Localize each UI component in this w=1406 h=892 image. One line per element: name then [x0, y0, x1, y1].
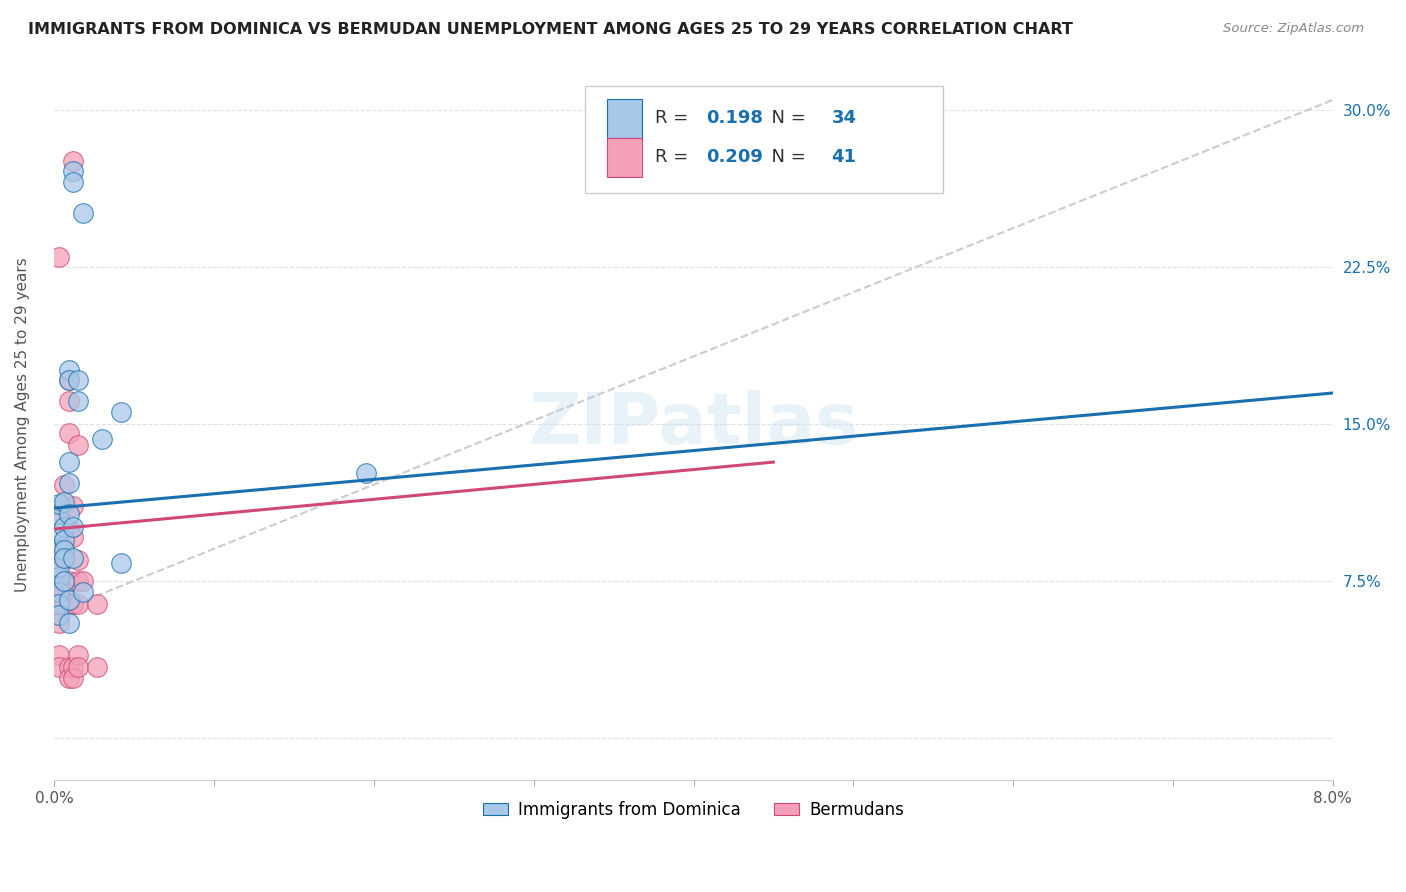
Y-axis label: Unemployment Among Ages 25 to 29 years: Unemployment Among Ages 25 to 29 years	[15, 257, 30, 591]
Point	[52, 541, 75, 555]
Point	[62, 598, 84, 612]
Point	[48, 553, 70, 567]
Point	[52, 495, 75, 509]
Point	[62, 531, 84, 545]
Point	[48, 598, 70, 612]
Point	[48, 250, 70, 264]
Point	[52, 598, 75, 612]
Point	[58, 476, 80, 491]
Point	[62, 164, 84, 178]
Point	[67, 660, 90, 674]
Text: ZIPatlas: ZIPatlas	[529, 390, 859, 458]
Point	[48, 616, 70, 631]
Point	[58, 363, 80, 377]
Text: 34: 34	[831, 110, 856, 128]
Point	[58, 660, 80, 674]
Point	[62, 660, 84, 674]
Point	[52, 533, 75, 547]
Point	[48, 559, 70, 574]
Point	[48, 511, 70, 525]
Point	[58, 508, 80, 522]
Point	[67, 394, 90, 409]
Point	[48, 648, 70, 662]
Point	[67, 648, 90, 662]
Text: IMMIGRANTS FROM DOMINICA VS BERMUDAN UNEMPLOYMENT AMONG AGES 25 TO 29 YEARS CORR: IMMIGRANTS FROM DOMINICA VS BERMUDAN UNE…	[28, 22, 1073, 37]
Point	[48, 526, 70, 541]
Point	[67, 374, 90, 388]
FancyBboxPatch shape	[585, 87, 943, 193]
Point	[110, 556, 132, 570]
Point	[52, 478, 75, 492]
Point	[58, 598, 80, 612]
Text: R =: R =	[655, 110, 695, 128]
Point	[72, 574, 94, 589]
Text: 41: 41	[831, 148, 856, 167]
Point	[91, 432, 114, 446]
Point	[62, 175, 84, 189]
Point	[62, 499, 84, 513]
Point	[52, 543, 75, 558]
Point	[52, 551, 75, 566]
Text: N =: N =	[761, 110, 811, 128]
Point	[48, 587, 70, 601]
Point	[52, 553, 75, 567]
Point	[58, 593, 80, 607]
Point	[354, 466, 377, 480]
Text: R =: R =	[655, 148, 695, 167]
Point	[62, 551, 84, 566]
Point	[52, 585, 75, 599]
Point	[67, 438, 90, 452]
Point	[48, 543, 70, 558]
Text: N =: N =	[761, 148, 811, 167]
Point	[52, 574, 75, 589]
Point	[48, 497, 70, 511]
Point	[48, 660, 70, 674]
Point	[72, 585, 94, 599]
Point	[67, 598, 90, 612]
Point	[58, 425, 80, 440]
Point	[52, 499, 75, 513]
Bar	[606, 138, 643, 178]
Point	[58, 455, 80, 469]
Point	[48, 541, 70, 555]
Point	[52, 574, 75, 589]
Point	[48, 607, 70, 622]
Point	[58, 522, 80, 536]
Point	[86, 660, 108, 674]
Point	[58, 574, 80, 589]
Text: 0.198: 0.198	[706, 110, 763, 128]
Text: 0.209: 0.209	[706, 148, 763, 167]
Text: Source: ZipAtlas.com: Source: ZipAtlas.com	[1223, 22, 1364, 36]
Point	[48, 572, 70, 586]
Point	[86, 598, 108, 612]
Point	[62, 153, 84, 168]
Legend: Immigrants from Dominica, Bermudans: Immigrants from Dominica, Bermudans	[477, 794, 911, 825]
Point	[48, 509, 70, 524]
Point	[58, 616, 80, 631]
Point	[48, 607, 70, 622]
Point	[52, 520, 75, 534]
Point	[48, 585, 70, 599]
Point	[62, 671, 84, 685]
Point	[67, 553, 90, 567]
Point	[58, 374, 80, 388]
Point	[48, 598, 70, 612]
Bar	[606, 99, 643, 138]
Point	[67, 574, 90, 589]
Point	[58, 374, 80, 388]
Point	[72, 206, 94, 220]
Point	[62, 520, 84, 534]
Point	[48, 570, 70, 584]
Point	[110, 405, 132, 419]
Point	[58, 394, 80, 409]
Point	[58, 671, 80, 685]
